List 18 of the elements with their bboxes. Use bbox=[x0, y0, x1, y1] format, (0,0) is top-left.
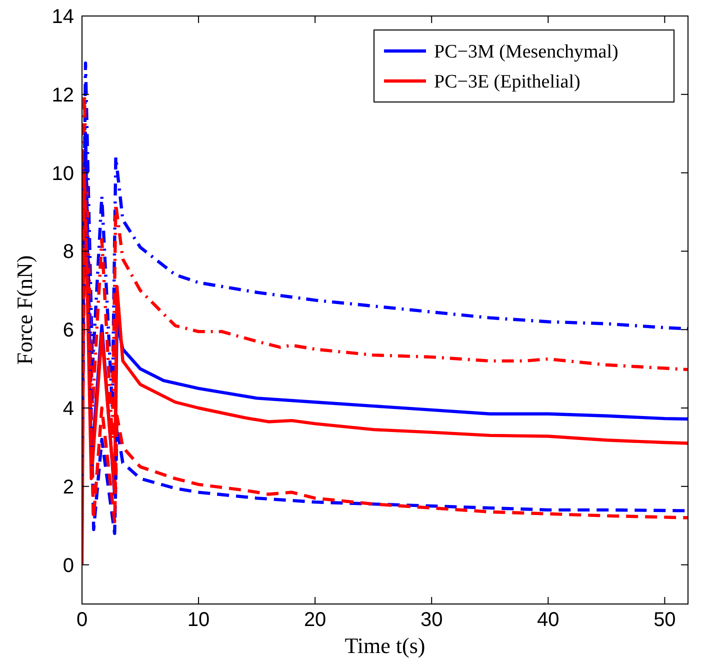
y-tick-label: 12 bbox=[52, 84, 74, 106]
x-tick-label: 10 bbox=[187, 609, 210, 631]
y-tick-label: 6 bbox=[62, 320, 74, 342]
x-tick-label: 50 bbox=[654, 609, 676, 631]
x-axis-title: Time t(s) bbox=[344, 633, 426, 658]
legend-label: PC−3E (Epithelial) bbox=[434, 72, 580, 93]
x-tick-label: 0 bbox=[76, 609, 88, 631]
legend-label: PC−3M (Mesenchymal) bbox=[434, 42, 618, 63]
y-axis-title: Force F(nN) bbox=[12, 255, 37, 365]
y-tick-label: 2 bbox=[62, 476, 74, 498]
y-tick-label: 8 bbox=[62, 241, 74, 264]
y-tick-label: 0 bbox=[62, 554, 74, 577]
x-tick-label: 20 bbox=[304, 609, 326, 631]
y-tick-label: 10 bbox=[52, 162, 74, 185]
x-tick-label: 40 bbox=[537, 609, 560, 631]
y-tick-label: 14 bbox=[52, 6, 74, 28]
y-tick-label: 4 bbox=[62, 398, 74, 420]
x-tick-label: 30 bbox=[420, 609, 443, 631]
